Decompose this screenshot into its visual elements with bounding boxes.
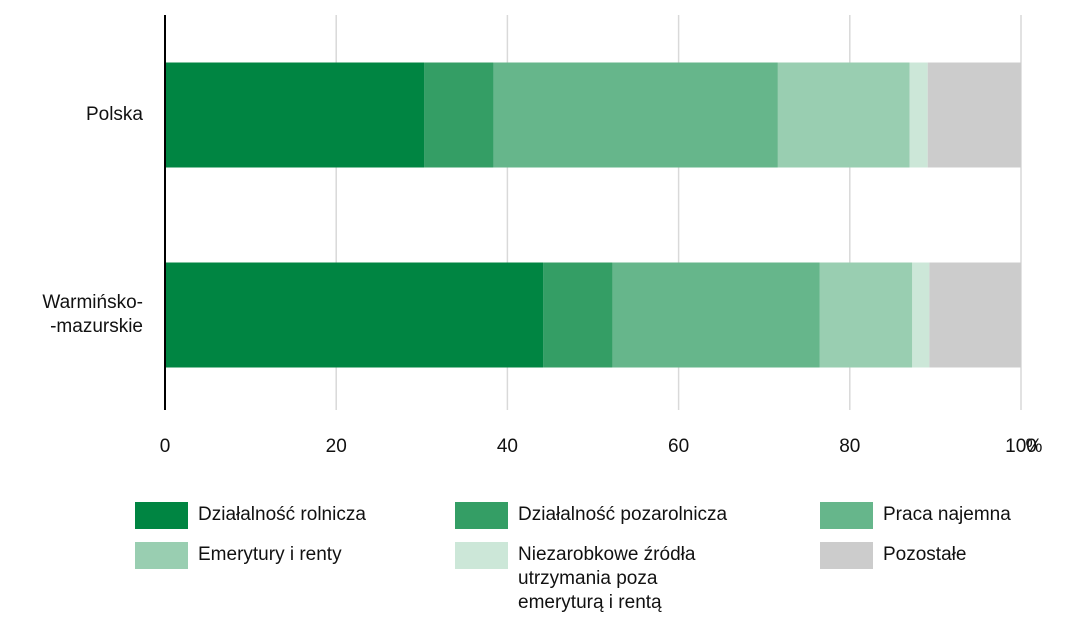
legend-label: Niezarobkowe źródła utrzymania poza emeryt… <box>518 544 696 613</box>
x-tick-label: 100 <box>1005 436 1037 457</box>
bar-segment <box>165 262 544 368</box>
legend-swatch <box>455 502 508 529</box>
bar-segment <box>612 262 820 368</box>
bar-segment <box>819 262 913 368</box>
legend-label: Działalność pozarolnicza <box>518 504 728 525</box>
bar-segment <box>165 62 425 168</box>
bar-segment <box>424 62 494 168</box>
bar-segment <box>777 62 910 168</box>
y-tick-label: Polska <box>86 104 143 125</box>
legend-swatch <box>820 502 873 529</box>
y-tick-label: Warmińsko--mazurskie <box>42 292 143 337</box>
legend-label: Działalność rolnicza <box>198 504 366 525</box>
bar-segment <box>493 62 778 168</box>
bar-segment <box>927 62 1021 168</box>
legend-swatch <box>820 542 873 569</box>
bar-segment <box>543 262 613 368</box>
legend-label: Pozostałe <box>883 544 966 565</box>
legend-swatch <box>135 502 188 529</box>
legend-label: Praca najemna <box>883 504 1011 525</box>
bar-segment <box>929 262 1021 368</box>
x-tick-label: 60 <box>668 436 689 457</box>
legend-swatch <box>135 542 188 569</box>
x-tick-label: 20 <box>326 436 347 457</box>
legend-label: Emerytury i renty <box>198 544 342 565</box>
x-tick-label: 0 <box>160 436 171 457</box>
x-unit: % <box>1026 436 1043 457</box>
bar-segment <box>909 62 928 168</box>
x-tick-label: 80 <box>839 436 860 457</box>
legend-swatch <box>455 542 508 569</box>
x-tick-label: 40 <box>497 436 518 457</box>
bar-segment <box>912 262 930 368</box>
